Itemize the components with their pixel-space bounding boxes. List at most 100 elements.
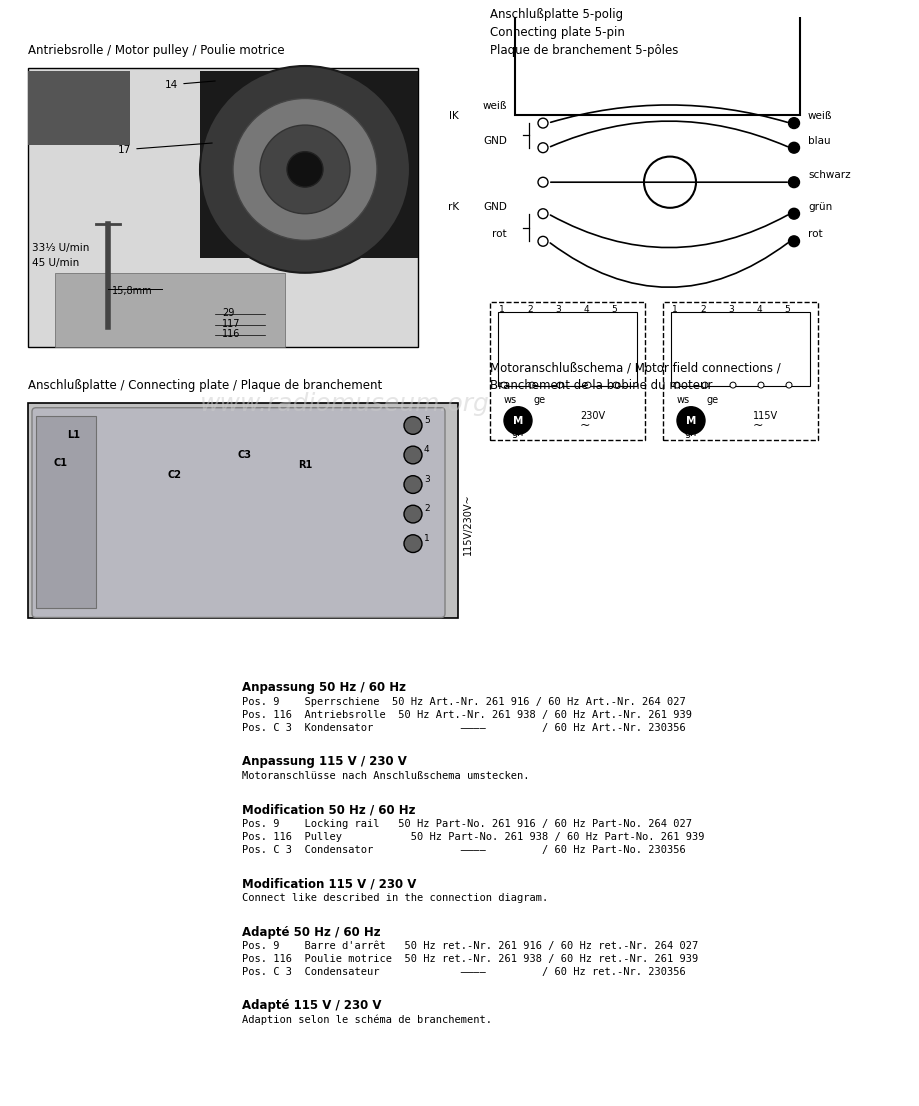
Text: 3: 3 bbox=[424, 474, 429, 483]
Circle shape bbox=[403, 476, 422, 493]
Circle shape bbox=[233, 98, 377, 240]
Text: 230V: 230V bbox=[579, 410, 605, 420]
Circle shape bbox=[584, 383, 590, 388]
Text: L1: L1 bbox=[67, 430, 80, 440]
Text: ge: ge bbox=[533, 395, 546, 405]
Circle shape bbox=[676, 407, 704, 435]
Circle shape bbox=[556, 383, 562, 388]
Circle shape bbox=[260, 125, 349, 213]
Text: 2: 2 bbox=[527, 305, 532, 314]
Text: Pos. 9    Barre d'arrêt   50 Hz ret.-Nr. 261 916 / 60 Hz ret.-Nr. 264 027: Pos. 9 Barre d'arrêt 50 Hz ret.-Nr. 261 … bbox=[242, 941, 698, 951]
Text: Antriebsrolle / Motor pulley / Poulie motrice: Antriebsrolle / Motor pulley / Poulie mo… bbox=[28, 44, 284, 58]
Circle shape bbox=[528, 383, 535, 388]
Polygon shape bbox=[28, 71, 130, 145]
Text: ws: ws bbox=[504, 395, 516, 405]
Text: 2: 2 bbox=[699, 305, 705, 314]
Circle shape bbox=[788, 117, 799, 128]
Text: 4: 4 bbox=[583, 305, 588, 314]
Text: 3: 3 bbox=[727, 305, 733, 314]
Text: 116: 116 bbox=[221, 328, 240, 338]
Text: 2: 2 bbox=[424, 504, 429, 513]
Circle shape bbox=[504, 407, 531, 435]
Text: grün: grün bbox=[807, 201, 832, 211]
Text: rK: rK bbox=[448, 201, 459, 211]
Text: 45 U/min: 45 U/min bbox=[32, 258, 79, 268]
Text: Anschlußplatte 5-polig
Connecting plate 5-pin
Plaque de branchement 5-pôles: Anschlußplatte 5-polig Connecting plate … bbox=[490, 8, 677, 58]
Text: 5: 5 bbox=[783, 305, 789, 314]
Polygon shape bbox=[199, 71, 417, 258]
Text: 1: 1 bbox=[499, 305, 505, 314]
Text: ge: ge bbox=[706, 395, 719, 405]
Text: 3: 3 bbox=[554, 305, 561, 314]
Text: R1: R1 bbox=[298, 460, 312, 470]
Text: blau: blau bbox=[807, 136, 830, 146]
Circle shape bbox=[643, 157, 696, 208]
Text: www.radiomuseum.org: www.radiomuseum.org bbox=[199, 392, 489, 416]
Text: ws: ws bbox=[676, 395, 689, 405]
Circle shape bbox=[538, 177, 548, 187]
Bar bbox=[490, 302, 644, 440]
Circle shape bbox=[538, 118, 548, 128]
Text: 115V: 115V bbox=[752, 410, 777, 420]
Text: M: M bbox=[685, 416, 696, 426]
Text: C3: C3 bbox=[238, 450, 252, 460]
Text: 29: 29 bbox=[221, 309, 234, 319]
Circle shape bbox=[788, 177, 799, 188]
Text: gn: gn bbox=[511, 428, 524, 438]
Text: Anpassung 115 V / 230 V: Anpassung 115 V / 230 V bbox=[242, 755, 406, 769]
Text: Motoranschlüsse nach Anschlußschema umstecken.: Motoranschlüsse nach Anschlußschema umst… bbox=[242, 771, 529, 781]
Text: 4: 4 bbox=[755, 305, 761, 314]
Text: weiß: weiß bbox=[807, 112, 832, 122]
Text: Modification 115 V / 230 V: Modification 115 V / 230 V bbox=[242, 877, 416, 890]
Bar bbox=[55, 273, 285, 346]
Circle shape bbox=[674, 383, 679, 388]
Text: rot: rot bbox=[807, 229, 822, 239]
Text: Pos. C 3  Condensator              ————         / 60 Hz Part-No. 230356: Pos. C 3 Condensator ———— / 60 Hz Part-N… bbox=[242, 845, 685, 855]
Text: 115V/230V~: 115V/230V~ bbox=[462, 493, 472, 555]
Text: 17: 17 bbox=[118, 143, 212, 155]
Text: Anschlußplatte / Connecting plate / Plaque de branchement: Anschlußplatte / Connecting plate / Plaq… bbox=[28, 379, 381, 392]
Text: Adaption selon le schéma de branchement.: Adaption selon le schéma de branchement. bbox=[242, 1015, 492, 1025]
Circle shape bbox=[788, 208, 799, 219]
Text: C2: C2 bbox=[168, 470, 182, 480]
Text: Pos. 116  Pulley           50 Hz Part-No. 261 938 / 60 Hz Part-No. 261 939: Pos. 116 Pulley 50 Hz Part-No. 261 938 /… bbox=[242, 832, 704, 842]
Text: Pos. 9    Locking rail   50 Hz Part-No. 261 916 / 60 Hz Part-No. 264 027: Pos. 9 Locking rail 50 Hz Part-No. 261 9… bbox=[242, 820, 691, 830]
Text: Anpassung 50 Hz / 60 Hz: Anpassung 50 Hz / 60 Hz bbox=[242, 681, 405, 695]
Circle shape bbox=[287, 152, 323, 187]
Text: 1: 1 bbox=[424, 534, 429, 543]
Circle shape bbox=[788, 143, 799, 153]
Circle shape bbox=[538, 143, 548, 153]
Text: M: M bbox=[512, 416, 523, 426]
Text: rot: rot bbox=[492, 229, 506, 239]
Circle shape bbox=[757, 383, 763, 388]
Text: Pos. C 3  Kondensator              ————         / 60 Hz Art.-Nr. 230356: Pos. C 3 Kondensator ———— / 60 Hz Art.-N… bbox=[242, 722, 685, 733]
FancyBboxPatch shape bbox=[32, 408, 445, 617]
Circle shape bbox=[501, 383, 506, 388]
Circle shape bbox=[729, 383, 735, 388]
Text: 5: 5 bbox=[424, 416, 429, 425]
Text: 4: 4 bbox=[424, 445, 429, 455]
Text: gn: gn bbox=[684, 428, 697, 438]
Text: Adapté 115 V / 230 V: Adapté 115 V / 230 V bbox=[242, 1000, 381, 1012]
Text: Modification 50 Hz / 60 Hz: Modification 50 Hz / 60 Hz bbox=[242, 803, 415, 816]
Circle shape bbox=[612, 383, 618, 388]
Circle shape bbox=[538, 237, 548, 247]
Bar bbox=[515, 0, 800, 115]
Text: ~: ~ bbox=[579, 418, 590, 431]
Bar bbox=[28, 67, 417, 346]
Bar bbox=[497, 312, 636, 386]
Circle shape bbox=[788, 236, 799, 247]
Bar bbox=[28, 403, 458, 617]
Text: GND: GND bbox=[482, 201, 506, 211]
Text: Connect like described in the connection diagram.: Connect like described in the connection… bbox=[242, 894, 548, 904]
Text: 14: 14 bbox=[165, 80, 215, 90]
Bar bbox=[663, 302, 817, 440]
Circle shape bbox=[403, 505, 422, 523]
Circle shape bbox=[403, 446, 422, 463]
Text: Pos. 116  Poulie motrice  50 Hz ret.-Nr. 261 938 / 60 Hz ret.-Nr. 261 939: Pos. 116 Poulie motrice 50 Hz ret.-Nr. 2… bbox=[242, 954, 698, 964]
Circle shape bbox=[701, 383, 708, 388]
Text: Motoranschlußschema / Motor field connections /
Branchement de la bobine du mote: Motoranschlußschema / Motor field connec… bbox=[490, 361, 780, 392]
Text: 33⅓ U/min: 33⅓ U/min bbox=[32, 243, 89, 253]
Text: Pos. 9    Sperrschiene  50 Hz Art.-Nr. 261 916 / 60 Hz Art.-Nr. 264 027: Pos. 9 Sperrschiene 50 Hz Art.-Nr. 261 9… bbox=[242, 697, 685, 707]
Text: 1: 1 bbox=[672, 305, 677, 314]
